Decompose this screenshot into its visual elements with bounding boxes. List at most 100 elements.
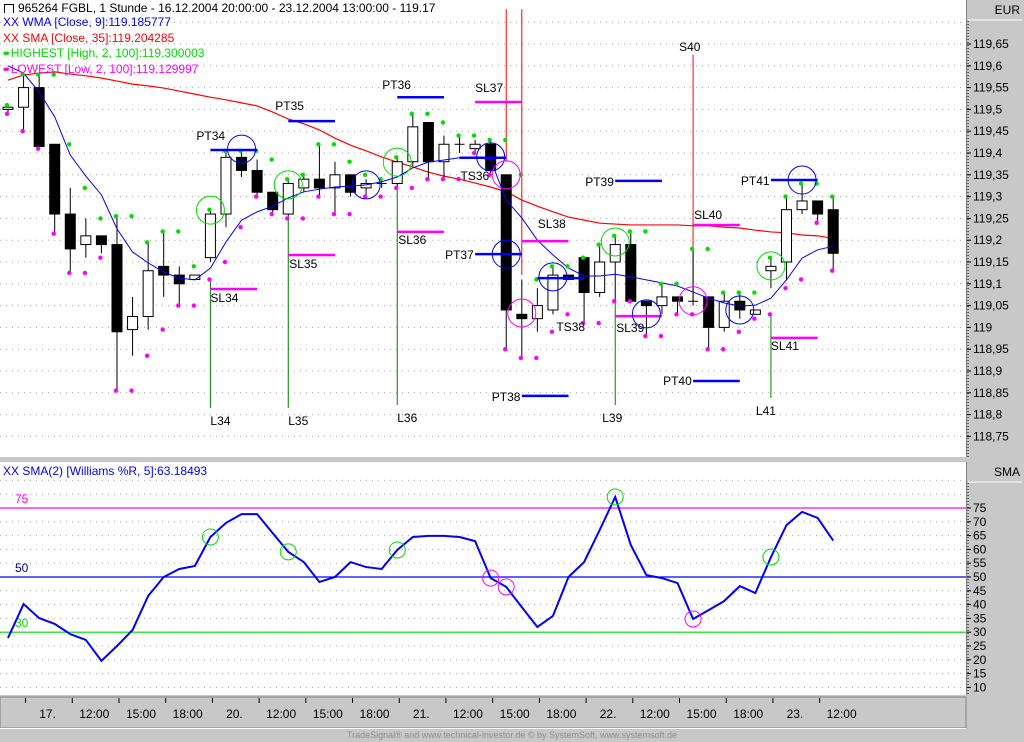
time-axis-label: 18:00 xyxy=(173,707,203,721)
highest-dot xyxy=(612,233,617,239)
highest-dot xyxy=(316,142,321,147)
candle-body-down xyxy=(703,296,715,328)
candle-body-down xyxy=(422,121,434,163)
highest-dot xyxy=(409,111,415,116)
signal-circle xyxy=(600,227,630,257)
candle-body-down xyxy=(111,244,123,333)
lowest-dot xyxy=(643,333,648,339)
candle-body-up xyxy=(2,106,14,110)
candle xyxy=(812,200,824,223)
target-label: PT38 xyxy=(492,390,521,404)
candle-body-up xyxy=(656,296,668,307)
candle-body-up xyxy=(142,270,154,317)
highest-dot xyxy=(82,185,88,191)
time-axis-label: 17. xyxy=(39,707,56,721)
lowest-dot xyxy=(362,194,368,199)
candle-body-up xyxy=(765,265,777,272)
target-label: PT35 xyxy=(275,99,304,113)
candle xyxy=(688,248,699,306)
highest-dot xyxy=(98,216,103,221)
price-axis-label: 118,8 xyxy=(973,408,1002,422)
dots-icon: •• xyxy=(3,46,10,60)
candle xyxy=(18,74,30,132)
oscillator-axis-label: 70 xyxy=(973,515,987,529)
target-label: PT40 xyxy=(663,374,692,388)
legend-sma[interactable]: XX SMA [Close, 35]:119.204285 xyxy=(3,31,174,45)
oscillator-signal-circle xyxy=(201,528,219,546)
candle xyxy=(672,296,684,315)
lowest-dot xyxy=(503,347,508,352)
highest-dot xyxy=(674,281,679,286)
lowest-dot xyxy=(596,320,601,326)
price-axis-label: 119,2 xyxy=(973,233,1002,247)
legend-wma[interactable]: XX WMA [Close, 9]:119.185777 xyxy=(3,15,171,29)
stop-label: SL41 xyxy=(771,339,799,353)
candle xyxy=(391,157,403,188)
candle xyxy=(251,159,263,197)
chart-title-text: 965264 FGBL, 1 Stunde - 16.12.2004 20:00… xyxy=(18,1,436,15)
candle xyxy=(640,300,652,337)
candle-body-down xyxy=(33,87,45,147)
highest-dot xyxy=(269,157,274,162)
highest-dot xyxy=(783,194,788,199)
candle xyxy=(765,257,777,289)
candle xyxy=(298,174,310,193)
signal-circle xyxy=(507,298,537,328)
oscillator-signal-circle xyxy=(388,541,406,559)
candle xyxy=(236,150,248,177)
oscillator-axis-label: 45 xyxy=(973,584,987,598)
trailing-stop-label: TS36 xyxy=(461,169,490,183)
lowest-dot xyxy=(222,259,228,265)
chart-window-icon[interactable] xyxy=(4,4,14,13)
lowest-dot xyxy=(67,270,72,276)
oscillator-axis-label: 55 xyxy=(973,556,987,570)
highest-dot xyxy=(4,102,10,108)
candle-body-down xyxy=(500,174,512,311)
highest-dot xyxy=(300,172,306,177)
price-axis[interactable] xyxy=(966,0,1024,457)
price-axis-label: 119 xyxy=(973,320,992,334)
oscillator-axis[interactable] xyxy=(966,462,1024,695)
candle xyxy=(827,196,839,271)
candle-body-up xyxy=(469,143,481,150)
time-axis-label: 15:00 xyxy=(500,707,530,721)
candle-body-down xyxy=(158,265,170,276)
lowest-dot xyxy=(129,388,134,393)
highest-legend-text: HIGHEST [High, 2, 100]:119.300003 xyxy=(10,46,205,60)
signal-circle xyxy=(195,195,225,225)
highest-dot xyxy=(191,264,197,269)
lowest-dot xyxy=(113,388,119,393)
candle-body-down xyxy=(640,300,652,307)
candle xyxy=(749,309,761,315)
legend-williams[interactable]: XX SMA(2) [Williams %R, 5]:63.18493 xyxy=(3,464,207,478)
highest-dot xyxy=(767,255,773,260)
lowest-dot xyxy=(798,277,804,282)
oscillator-signal-circle xyxy=(684,610,702,628)
lowest-dot xyxy=(394,185,399,191)
lowest-dot xyxy=(534,355,539,361)
lowest-dot xyxy=(767,312,773,317)
oscillator-level-label: 75 xyxy=(15,492,29,506)
footer-copyright: TradeSignal® and www.technical-investor.… xyxy=(346,730,678,740)
candle xyxy=(313,144,325,197)
legend-highest[interactable]: •• HIGHEST [High, 2, 100]:119.300003 xyxy=(3,46,204,60)
candle-body-up xyxy=(718,300,730,328)
price-axis-label: 119,05 xyxy=(973,299,1009,313)
time-axis[interactable] xyxy=(0,696,967,729)
target-label: PT39 xyxy=(585,175,614,189)
highest-dot xyxy=(471,133,477,138)
oscillator-level-label: 50 xyxy=(15,561,29,575)
oscillator-axis-label: 50 xyxy=(973,570,987,584)
williams-legend-marker: XX xyxy=(3,464,20,478)
legend-lowest[interactable]: •• LOWEST [Low, 2, 100]:119.129997 xyxy=(3,62,198,76)
sma-legend-marker: XX xyxy=(3,31,20,45)
candle-body-up xyxy=(796,200,808,211)
price-axis-label: 119,6 xyxy=(973,59,1002,73)
price-pane[interactable] xyxy=(0,0,966,457)
lowest-dot xyxy=(456,176,461,182)
candle-body-up xyxy=(749,309,761,315)
lowest-dot xyxy=(705,347,710,352)
price-axis-label: 119,55 xyxy=(973,81,1009,95)
candle-body-up xyxy=(531,305,543,320)
lowest-dot xyxy=(814,220,819,225)
